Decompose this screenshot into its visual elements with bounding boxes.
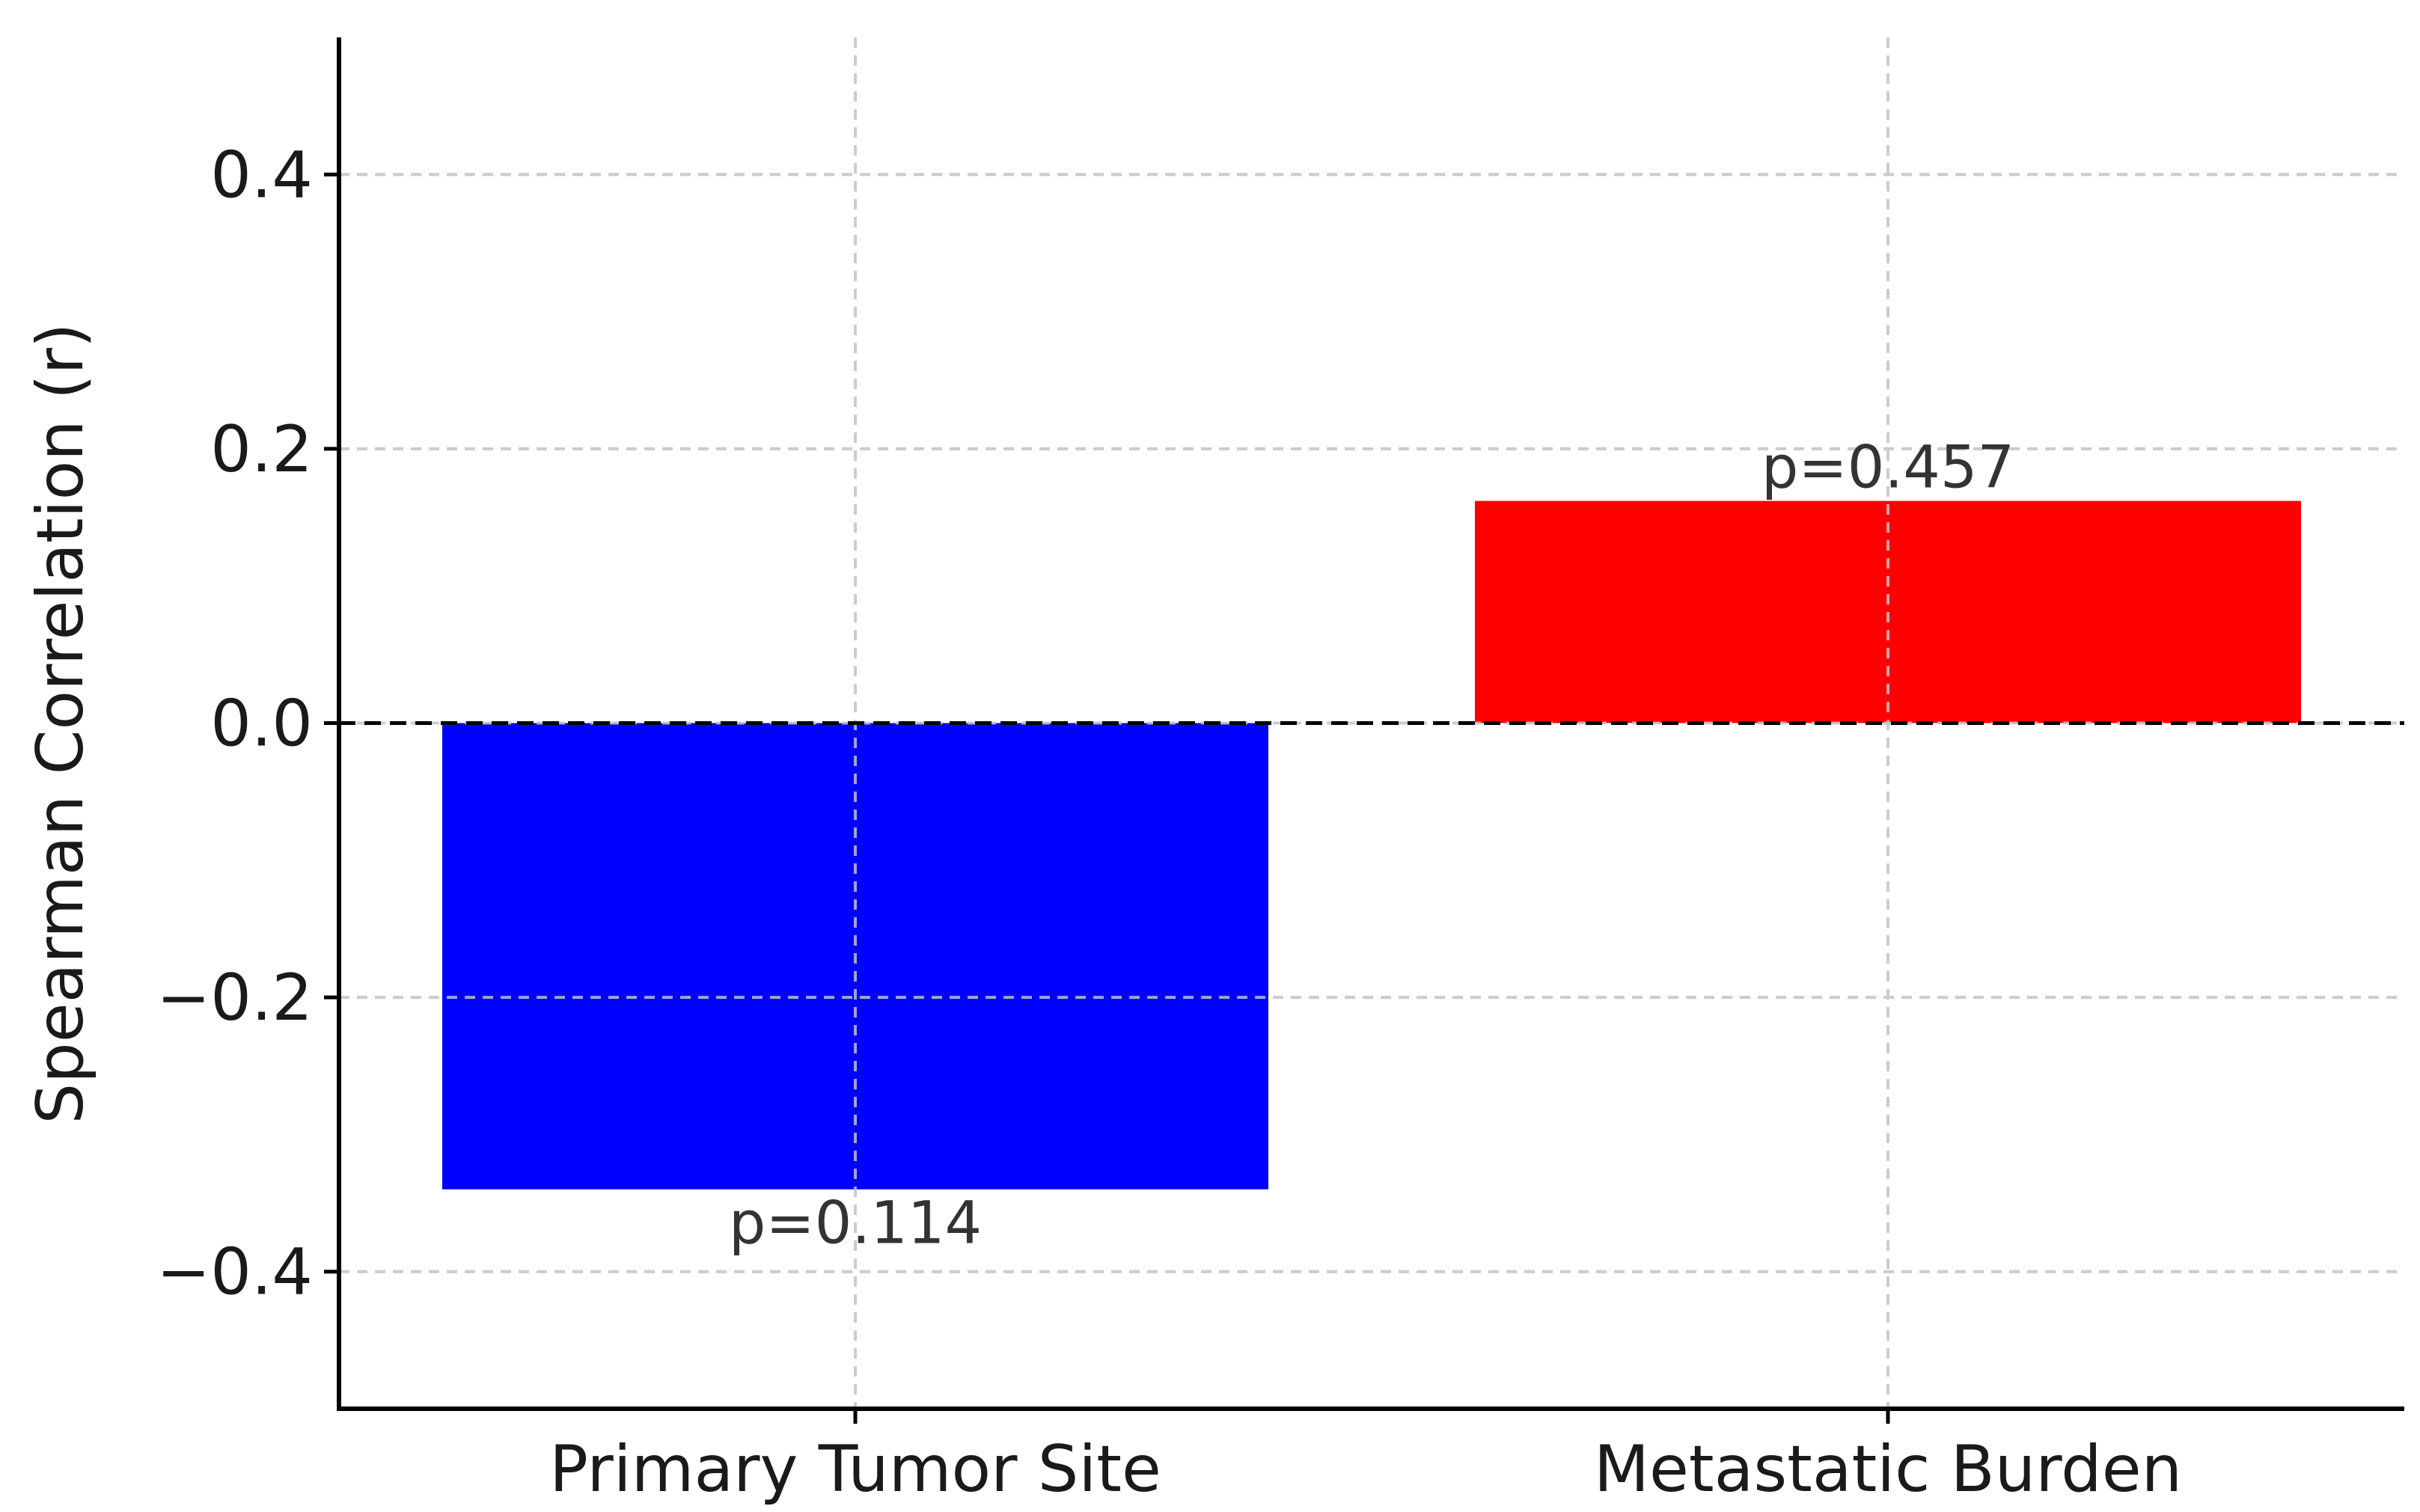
- x-tick-label: Primary Tumor Site: [549, 1432, 1161, 1507]
- y-tick-label: 0.2: [210, 412, 313, 487]
- bar-value-label: p=0.457: [1761, 435, 2014, 502]
- y-tick-label: −0.4: [156, 1235, 313, 1310]
- x-tick-labels: Primary Tumor Site Metastatic Burden: [549, 1432, 2182, 1507]
- data-labels: p=0.114 p=0.457: [729, 435, 2014, 1258]
- y-tick-label: 0.4: [210, 138, 313, 212]
- y-tick-label: 0.0: [210, 687, 313, 762]
- y-axis-title: Spearman Correlation (r): [23, 323, 98, 1124]
- y-tick-label: −0.2: [156, 961, 313, 1035]
- bar-value-label: p=0.114: [729, 1190, 982, 1258]
- axes: [324, 37, 2404, 1424]
- x-tick-label: Metastatic Burden: [1594, 1432, 2182, 1507]
- y-tick-labels: −0.4 −0.2 0.0 0.2 0.4: [156, 138, 313, 1309]
